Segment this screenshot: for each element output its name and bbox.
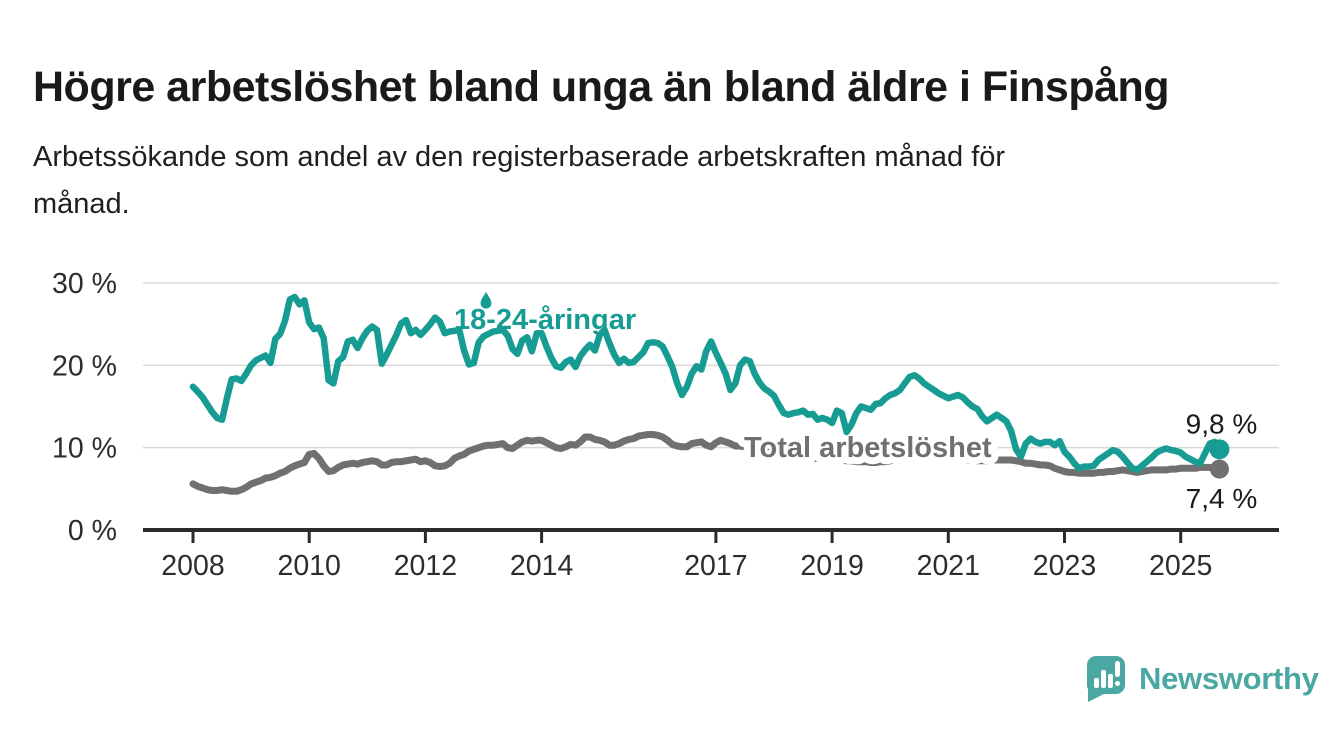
series-label-total: Total arbetslöshet: [744, 432, 992, 464]
end-value-total: 7,4 %: [1186, 483, 1258, 514]
series-end-dots: [1209, 439, 1230, 479]
x-axis: 2008 2010 2012 2014 2017 2019 2021 2023 2025: [143, 528, 1279, 582]
y-tick-label: 30 %: [52, 268, 117, 300]
droplet-marker-icon: [480, 292, 492, 309]
series-line-total: [189, 431, 1223, 495]
page-title: Högre arbetslöshet bland unga än bland ä…: [33, 62, 1170, 111]
newsworthy-logo: Newsworthy: [1083, 654, 1319, 704]
end-dot-total: [1209, 459, 1229, 479]
series-label-young: 18-24-åringar: [454, 304, 636, 336]
end-value-young: 9,8 %: [1186, 408, 1258, 439]
x-tick-label: 2021: [917, 550, 980, 582]
y-axis-labels: 0 % 10 % 20 % 30 %: [52, 268, 117, 547]
chart-subtitle-line-2: månad.: [33, 188, 130, 220]
newsworthy-logo-text: Newsworthy: [1139, 661, 1319, 696]
end-dot-young: [1209, 439, 1230, 460]
x-tick-label: 2010: [277, 550, 340, 582]
line-total-arbetsloshet: [189, 431, 1223, 495]
newsworthy-logo-icon: [1087, 656, 1125, 702]
y-tick-label: 20 %: [52, 350, 117, 382]
y-tick-label: 10 %: [52, 433, 117, 465]
gridlines: [143, 282, 1279, 449]
x-tick-label: 2025: [1149, 550, 1212, 582]
x-tick-label: 2014: [510, 550, 574, 582]
chart-subtitle-line-1: Arbetssökande som andel av den registerb…: [33, 141, 1006, 173]
x-tick-label: 2008: [161, 550, 224, 582]
series-line-young: [189, 293, 1223, 474]
x-tick-label: 2012: [394, 550, 457, 582]
y-tick-label: 0 %: [68, 515, 117, 547]
x-tick-label: 2019: [800, 550, 863, 582]
x-tick-label: 2023: [1033, 550, 1096, 582]
x-tick-label: 2017: [684, 550, 747, 582]
line-18-24-aringar: [189, 293, 1223, 474]
chart-subtitle: Arbetssökande som andel av den registerb…: [33, 134, 1273, 228]
